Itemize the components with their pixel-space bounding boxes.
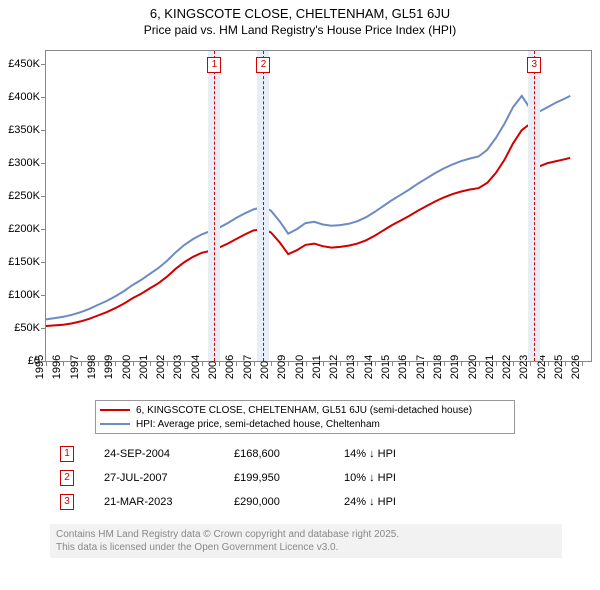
x-axis-tick-label: 2000 — [120, 355, 132, 379]
chart-plot-area: £0£50K£100K£150K£200K£250K£300K£350K£400… — [45, 50, 592, 362]
x-axis-tick-label: 2004 — [189, 355, 201, 379]
x-axis-tick-label: 2011 — [311, 355, 323, 379]
x-axis-tick-label: 2021 — [484, 355, 496, 379]
sale-date: 27-JUL-2007 — [104, 472, 234, 484]
legend-row-hpi: HPI: Average price, semi-detached house,… — [100, 417, 510, 431]
x-axis-tick-label: 2010 — [293, 355, 305, 379]
sale-price: £168,600 — [234, 448, 344, 460]
x-axis-tick-label: 1999 — [103, 355, 115, 379]
legend-label: 6, KINGSCOTE CLOSE, CHELTENHAM, GL51 6JU… — [136, 405, 472, 416]
x-axis-tick-label: 2020 — [466, 355, 478, 379]
title-line-1: 6, KINGSCOTE CLOSE, CHELTENHAM, GL51 6JU — [0, 6, 600, 21]
sale-row-1: 1 24-SEP-2004£168,60014% ↓ HPI — [60, 442, 444, 466]
legend: 6, KINGSCOTE CLOSE, CHELTENHAM, GL51 6JU… — [95, 400, 515, 434]
y-axis-tick-label: £300K — [8, 157, 40, 169]
sale-marker-2: 2 — [256, 57, 270, 73]
sale-row-marker: 1 — [60, 446, 74, 462]
sale-price: £199,950 — [234, 472, 344, 484]
legend-row-price_paid: 6, KINGSCOTE CLOSE, CHELTENHAM, GL51 6JU… — [100, 403, 510, 417]
sale-diff: 24% ↓ HPI — [344, 496, 444, 508]
y-axis-tick-label: £450K — [8, 58, 40, 70]
sale-diff: 14% ↓ HPI — [344, 448, 444, 460]
sale-marker-3: 3 — [527, 57, 541, 73]
y-axis-tick-label: £350K — [8, 124, 40, 136]
x-axis-tick-label: 2022 — [501, 355, 513, 379]
y-axis-tick-label: £250K — [8, 190, 40, 202]
sale-marker-1: 1 — [207, 57, 221, 73]
sale-date: 24-SEP-2004 — [104, 448, 234, 460]
x-axis-tick-label: 1996 — [51, 355, 63, 379]
sale-row-marker: 3 — [60, 494, 74, 510]
x-axis-tick-label: 2001 — [138, 355, 150, 379]
sale-date: 21-MAR-2023 — [104, 496, 234, 508]
x-axis-tick-label: 1998 — [86, 355, 98, 379]
x-axis-tick-label: 2013 — [345, 355, 357, 379]
chart-svg — [46, 51, 591, 361]
x-axis-tick-label: 2015 — [380, 355, 392, 379]
x-axis-tick-label: 2012 — [328, 355, 340, 379]
x-axis-tick-label: 2002 — [155, 355, 167, 379]
series-price_paid — [46, 124, 570, 326]
legend-label: HPI: Average price, semi-detached house,… — [136, 419, 380, 430]
y-axis-tick-label: £50K — [14, 322, 40, 334]
x-axis-tick-label: 2014 — [362, 355, 374, 379]
x-axis-tick-label: 2009 — [276, 355, 288, 379]
title-line-2: Price paid vs. HM Land Registry's House … — [0, 23, 600, 37]
sale-price: £290,000 — [234, 496, 344, 508]
x-axis-tick-label: 1997 — [68, 355, 80, 379]
x-axis-tick-label: 2016 — [397, 355, 409, 379]
sale-row-3: 3 21-MAR-2023£290,00024% ↓ HPI — [60, 490, 444, 514]
footer-line-2: This data is licensed under the Open Gov… — [56, 541, 556, 554]
sales-table: 1 24-SEP-2004£168,60014% ↓ HPI 2 27-JUL-200… — [60, 442, 444, 514]
sale-row-2: 2 27-JUL-2007£199,95010% ↓ HPI — [60, 466, 444, 490]
x-axis-tick-label: 2017 — [414, 355, 426, 379]
y-axis-tick-label: £100K — [8, 289, 40, 301]
x-axis-tick-label: 2007 — [241, 355, 253, 379]
x-axis-tick-label: 2003 — [172, 355, 184, 379]
chart-title-block: 6, KINGSCOTE CLOSE, CHELTENHAM, GL51 6JU… — [0, 0, 600, 37]
series-hpi — [46, 96, 570, 320]
sale-diff: 10% ↓ HPI — [344, 472, 444, 484]
y-axis-tick-label: £200K — [8, 223, 40, 235]
x-axis-tick-label: 2026 — [570, 355, 582, 379]
x-axis-tick-label: 2019 — [449, 355, 461, 379]
y-axis-tick-label: £400K — [8, 91, 40, 103]
y-axis-tick-label: £150K — [8, 256, 40, 268]
x-axis-tick-label: 2018 — [432, 355, 444, 379]
x-axis-tick-label: 1995 — [34, 355, 46, 379]
footer-attribution: Contains HM Land Registry data © Crown c… — [50, 524, 562, 558]
x-axis-tick-label: 2025 — [553, 355, 565, 379]
footer-line-1: Contains HM Land Registry data © Crown c… — [56, 528, 556, 541]
x-axis-tick-label: 2006 — [224, 355, 236, 379]
sale-row-marker: 2 — [60, 470, 74, 486]
